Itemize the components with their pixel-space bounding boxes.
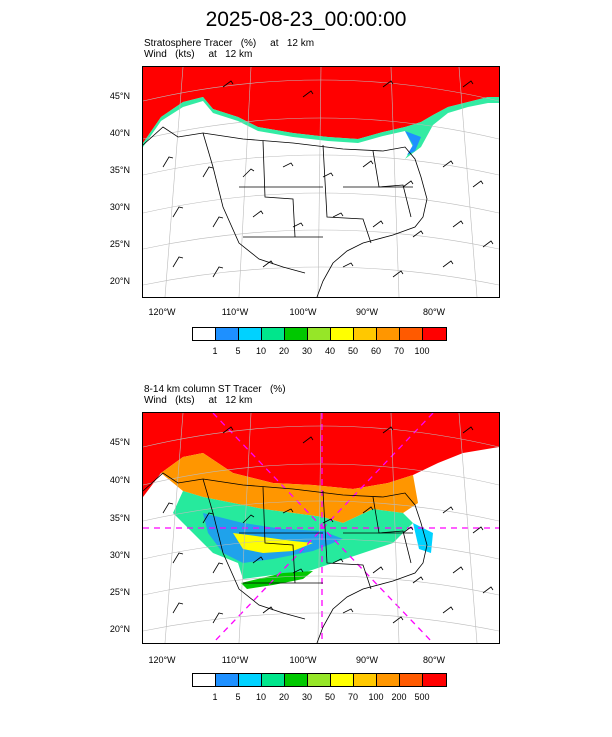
panel2-lat-label: 45°N [109, 437, 130, 447]
colorbar-label: 70 [393, 346, 404, 356]
panel1-lat-label: 40°N [109, 128, 130, 138]
colorbar-swatch [239, 328, 262, 340]
colorbar-swatch [239, 674, 262, 686]
colorbar-swatch [400, 674, 423, 686]
colorbar-label: 1 [212, 692, 218, 702]
colorbar-swatch [262, 328, 285, 340]
panel2-lat-label: 25°N [109, 587, 130, 597]
colorbar-label: 40 [324, 346, 335, 356]
colorbar-swatch [308, 328, 331, 340]
colorbar-swatch [193, 674, 216, 686]
page-title: 2025-08-23_00:00:00 [205, 8, 407, 31]
tracer-field-mid [161, 453, 418, 523]
map-panel-1 [142, 66, 500, 298]
panel2-lon-label: 100°W [289, 655, 317, 665]
panel2-lat-label: 35°N [109, 513, 130, 523]
wind-barbs [162, 426, 494, 624]
panel2-lon-label: 80°W [422, 655, 446, 665]
colorbar-label: 50 [324, 692, 335, 702]
colorbar-swatch [423, 328, 446, 340]
cross-section-lines [143, 413, 499, 643]
panel1-lon-label: 110°W [221, 307, 249, 317]
panel2-lat-label: 30°N [109, 550, 130, 560]
colorbar-label: 20 [278, 346, 289, 356]
panel2-colorbar [192, 673, 447, 687]
colorbar-swatch [193, 328, 216, 340]
tracer-field-high [143, 413, 499, 497]
colorbar-label: 50 [347, 346, 358, 356]
colorbar-swatch [423, 674, 446, 686]
panel1-lon-label: 90°W [355, 307, 379, 317]
tracer-field-high [143, 67, 499, 143]
colorbar-label: 10 [255, 692, 266, 702]
panel1-caption-line1: Stratosphere Tracer (%) at 12 km [144, 38, 315, 49]
panel1-caption-line2: Wind (kts) at 12 km [144, 49, 253, 60]
colorbar-label: 70 [347, 692, 358, 702]
colorbar-swatch [354, 328, 377, 340]
colorbar-swatch [216, 328, 239, 340]
colorbar-swatch [400, 328, 423, 340]
colorbar-swatch [331, 328, 354, 340]
panel2-lat-label: 40°N [109, 475, 130, 485]
panel1-lon-label: 100°W [289, 307, 317, 317]
colorbar-label: 20 [278, 692, 289, 702]
colorbar-swatch [377, 328, 400, 340]
colorbar-label: 1 [212, 346, 218, 356]
panel2-caption-line1: 8-14 km column ST Tracer (%) [144, 384, 286, 395]
colorbar-swatch [285, 328, 308, 340]
panel2-lon-label: 110°W [221, 655, 249, 665]
panel2-lat-label: 20°N [109, 624, 130, 634]
colorbar-label: 60 [370, 346, 381, 356]
colorbar-swatch [308, 674, 331, 686]
colorbar-label: 5 [235, 692, 241, 702]
colorbar-label: 5 [235, 346, 241, 356]
colorbar-swatch [216, 674, 239, 686]
panel2-lon-label: 120°W [148, 655, 176, 665]
colorbar-label: 500 [414, 692, 430, 702]
colorbar-label: 100 [414, 346, 430, 356]
panel1-lon-label: 120°W [148, 307, 176, 317]
colorbar-label: 10 [255, 346, 266, 356]
panel2-caption-line2: Wind (kts) at 12 km [144, 395, 253, 406]
panel1-lat-label: 35°N [109, 165, 130, 175]
panel1-lat-label: 20°N [109, 276, 130, 286]
panel1-lon-label: 80°W [422, 307, 446, 317]
colorbar-label: 30 [301, 692, 312, 702]
colorbar-swatch [354, 674, 377, 686]
colorbar-swatch [377, 674, 400, 686]
colorbar-label: 30 [301, 346, 312, 356]
colorbar-swatch [285, 674, 308, 686]
colorbar-swatch [262, 674, 285, 686]
colorbar-label: 100 [368, 692, 384, 702]
panel1-lat-label: 45°N [109, 91, 130, 101]
panel1-lat-label: 30°N [109, 202, 130, 212]
panel1-colorbar [192, 327, 447, 341]
wind-barbs [162, 80, 494, 278]
panel1-lat-label: 25°N [109, 239, 130, 249]
tracer-field-edge [143, 97, 499, 159]
colorbar-label: 200 [391, 692, 407, 702]
colorbar-swatch [331, 674, 354, 686]
map-panel-2 [142, 412, 500, 644]
panel2-lon-label: 90°W [355, 655, 379, 665]
